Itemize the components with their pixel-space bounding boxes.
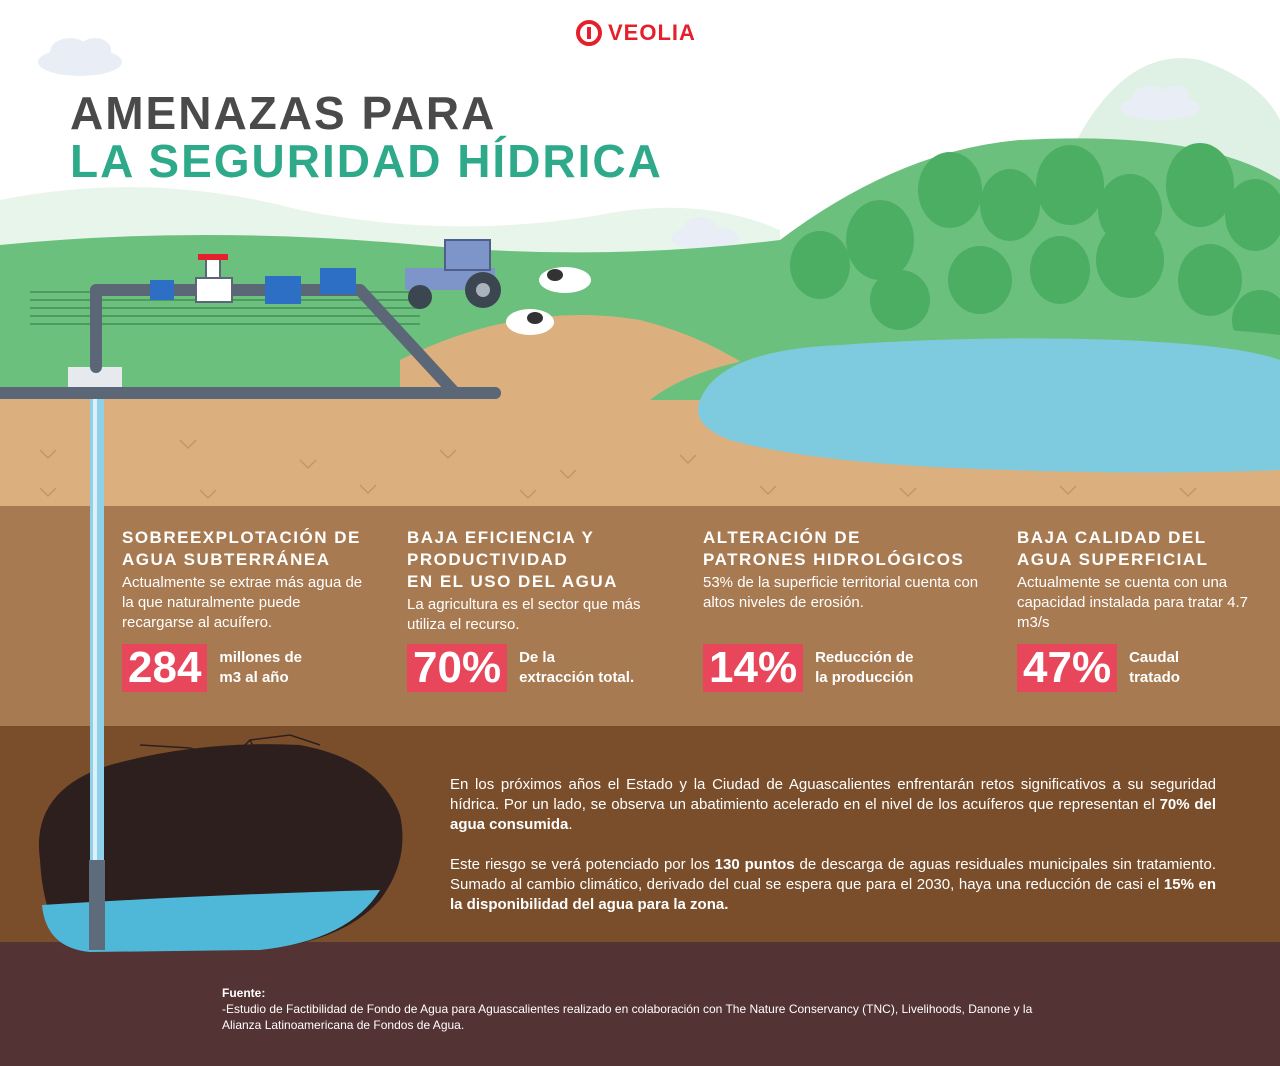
veolia-logo-icon xyxy=(576,20,602,46)
section-description: Actualmente se cuenta con una capacidad … xyxy=(1017,574,1248,631)
stat-label: De la extracción total. xyxy=(519,649,635,686)
cloud-icon xyxy=(38,38,1200,250)
veolia-logo: VEOLIA xyxy=(576,20,696,46)
section-baja-calidad: BAJA CALIDAD DEL AGUA SUPERFICIAL Actual… xyxy=(1017,527,1262,633)
stat-block: 70% De la extracción total. xyxy=(407,644,634,692)
stat-value: 284 xyxy=(122,644,208,692)
section-title: SOBREEXPLOTACIÓN DE AGUA SUBTERRÁNEA xyxy=(122,528,361,569)
stat-block: 47% Caudal tratado xyxy=(1017,644,1180,692)
stat-value: 70% xyxy=(407,644,508,692)
stat-label: Reducción de la producción xyxy=(815,649,914,686)
section-alteracion: ALTERACIÓN DE PATRONES HIDROLÓGICOS 53% … xyxy=(703,527,993,613)
body-paragraph-1: En los próximos años el Estado y la Ciud… xyxy=(450,776,1216,833)
body-paragraph-2: Este riesgo se verá potenciado por los 1… xyxy=(450,856,1216,913)
tractor-icon xyxy=(405,239,501,309)
source-note: Fuente: -Estudio de Factibilidad de Fond… xyxy=(222,985,1072,1033)
section-baja-eficiencia: BAJA EFICIENCIA Y PRODUCTIVIDAD EN EL US… xyxy=(407,527,677,635)
source-title: Fuente: xyxy=(222,986,266,1000)
source-text: -Estudio de Factibilidad de Fondo de Agu… xyxy=(222,1002,1033,1032)
section-description: Actualmente se extrae más agua de la que… xyxy=(122,574,363,631)
stat-label: millones de m3 al año xyxy=(219,649,302,686)
section-title: BAJA CALIDAD DEL AGUA SUPERFICIAL xyxy=(1017,528,1209,569)
stat-label: Caudal tratado xyxy=(1129,649,1180,686)
forest xyxy=(790,143,1280,350)
section-description: La agricultura es el sector que más util… xyxy=(407,596,641,633)
page-title-line1: AMENAZAS PARA xyxy=(70,87,497,139)
page-title-line2: LA SEGURIDAD HÍDRICA xyxy=(70,135,663,187)
cow-icon xyxy=(506,267,591,335)
stat-value: 47% xyxy=(1017,644,1118,692)
section-sobreexplotacion: SOBREEXPLOTACIÓN DE AGUA SUBTERRÁNEA Act… xyxy=(122,527,372,633)
stat-value: 14% xyxy=(703,644,804,692)
stat-block: 14% Reducción de la producción xyxy=(703,644,913,692)
brand-name: VEOLIA xyxy=(608,20,696,45)
stat-block: 284 millones de m3 al año xyxy=(122,644,302,692)
section-title: ALTERACIÓN DE PATRONES HIDROLÓGICOS xyxy=(703,528,965,569)
section-title: BAJA EFICIENCIA Y PRODUCTIVIDAD EN EL US… xyxy=(407,528,618,591)
section-description: 53% de la superficie territorial cuenta … xyxy=(703,574,979,611)
